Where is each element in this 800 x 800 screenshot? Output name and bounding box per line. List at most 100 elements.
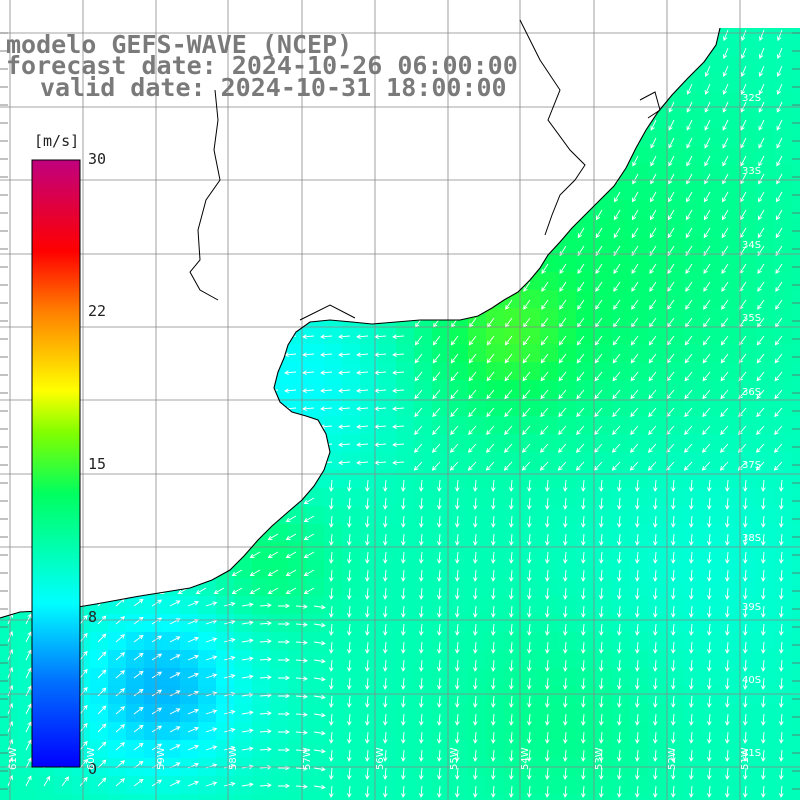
- wind-arrow: [241, 602, 254, 608]
- wind-cell: [432, 740, 451, 759]
- wind-arrow: [632, 65, 639, 77]
- wind-arrow: [617, 605, 622, 618]
- wind-arrow: [79, 596, 88, 607]
- wind-arrow: [284, 226, 297, 231]
- wind-cell: [684, 110, 703, 129]
- wind-arrow: [313, 640, 326, 646]
- wind-cell: [504, 668, 523, 687]
- wind-cell: [684, 56, 703, 75]
- wind-cell: [252, 290, 271, 309]
- wind-arrow: [614, 47, 621, 60]
- wind-arrow: [419, 785, 424, 798]
- wind-arrow: [522, 353, 531, 364]
- wind-cell: [144, 182, 163, 201]
- wind-cell: [576, 326, 595, 345]
- wind-arrow: [722, 83, 729, 95]
- wind-cell: [126, 470, 145, 489]
- wind-cell: [324, 686, 343, 705]
- colorbar-tick: 15: [88, 455, 107, 473]
- wind-arrow: [285, 497, 297, 504]
- wind-cell: [0, 506, 19, 525]
- wind-cell: [270, 632, 289, 651]
- wind-arrow: [542, 137, 549, 149]
- wind-cell: [180, 362, 199, 381]
- wind-cell: [612, 254, 631, 273]
- wind-cell: [738, 272, 757, 291]
- wind-arrow: [631, 281, 639, 292]
- wind-cell: [558, 794, 577, 800]
- wind-arrow: [79, 650, 88, 661]
- wind-arrow: [194, 406, 207, 411]
- wind-arrow: [284, 280, 297, 285]
- border-line: [639, 91, 661, 119]
- wind-arrow: [212, 442, 225, 447]
- wind-arrow: [356, 208, 369, 213]
- wind-cell: [252, 344, 271, 363]
- wind-arrow: [356, 136, 369, 141]
- wind-arrow: [689, 479, 694, 492]
- wind-arrow: [205, 655, 218, 661]
- wind-arrow: [774, 335, 783, 346]
- wind-cell: [738, 344, 757, 363]
- wind-cell: [468, 776, 487, 795]
- wind-arrow: [489, 29, 495, 42]
- wind-cell: [558, 596, 577, 615]
- wind-cell: [594, 182, 613, 201]
- wind-arrow: [365, 605, 370, 618]
- wind-arrow: [302, 280, 315, 285]
- wind-arrow: [707, 731, 712, 744]
- wind-arrow: [329, 785, 334, 798]
- wind-arrow: [617, 515, 622, 528]
- wind-arrow: [302, 334, 315, 339]
- wind-cell: [216, 236, 235, 255]
- wind-arrow: [356, 244, 369, 249]
- wind-arrow: [505, 263, 513, 274]
- wind-arrow: [302, 172, 315, 177]
- wind-arrow: [491, 713, 496, 726]
- wind-arrow: [401, 515, 406, 528]
- wind-arrow: [648, 407, 657, 418]
- wind-arrow: [356, 406, 369, 411]
- wind-cell: [288, 146, 307, 165]
- wind-arrow: [689, 497, 694, 510]
- wind-arrow: [248, 388, 261, 393]
- wind-cell: [180, 380, 199, 399]
- wind-arrow: [653, 587, 658, 600]
- wind-arrow: [295, 748, 308, 753]
- wind-arrow: [416, 155, 423, 167]
- wind-cell: [144, 254, 163, 273]
- wind-cell: [576, 686, 595, 705]
- wind-arrow: [187, 708, 199, 715]
- wind-arrow: [177, 497, 189, 504]
- wind-cell: [702, 38, 721, 57]
- wind-cell: [216, 290, 235, 309]
- wind-arrow: [140, 316, 153, 321]
- wind-cell: [468, 110, 487, 129]
- wind-arrow: [649, 227, 657, 239]
- wind-cell: [576, 92, 595, 111]
- wind-arrow: [169, 636, 181, 643]
- wind-cell: [0, 218, 19, 237]
- wind-arrow: [629, 443, 639, 453]
- wind-cell: [576, 506, 595, 525]
- wind-cell: [450, 272, 469, 291]
- wind-arrow: [230, 136, 243, 141]
- wind-cell: [522, 110, 541, 129]
- wind-arrow: [648, 371, 657, 382]
- wind-arrow: [761, 713, 766, 726]
- wind-arrow: [779, 569, 784, 582]
- wind-arrow: [320, 406, 333, 411]
- wind-arrow: [303, 479, 315, 486]
- wind-cell: [738, 740, 757, 759]
- wind-arrow: [87, 587, 99, 594]
- wind-cell: [360, 452, 379, 471]
- wind-arrow: [504, 371, 513, 382]
- wind-arrow: [383, 749, 388, 762]
- wind-cell: [378, 326, 397, 345]
- wind-cell: [180, 344, 199, 363]
- wind-arrow: [313, 712, 326, 718]
- wind-arrow: [266, 406, 279, 411]
- wind-cell: [486, 506, 505, 525]
- wind-arrow: [151, 743, 163, 751]
- wind-arrow: [599, 713, 604, 726]
